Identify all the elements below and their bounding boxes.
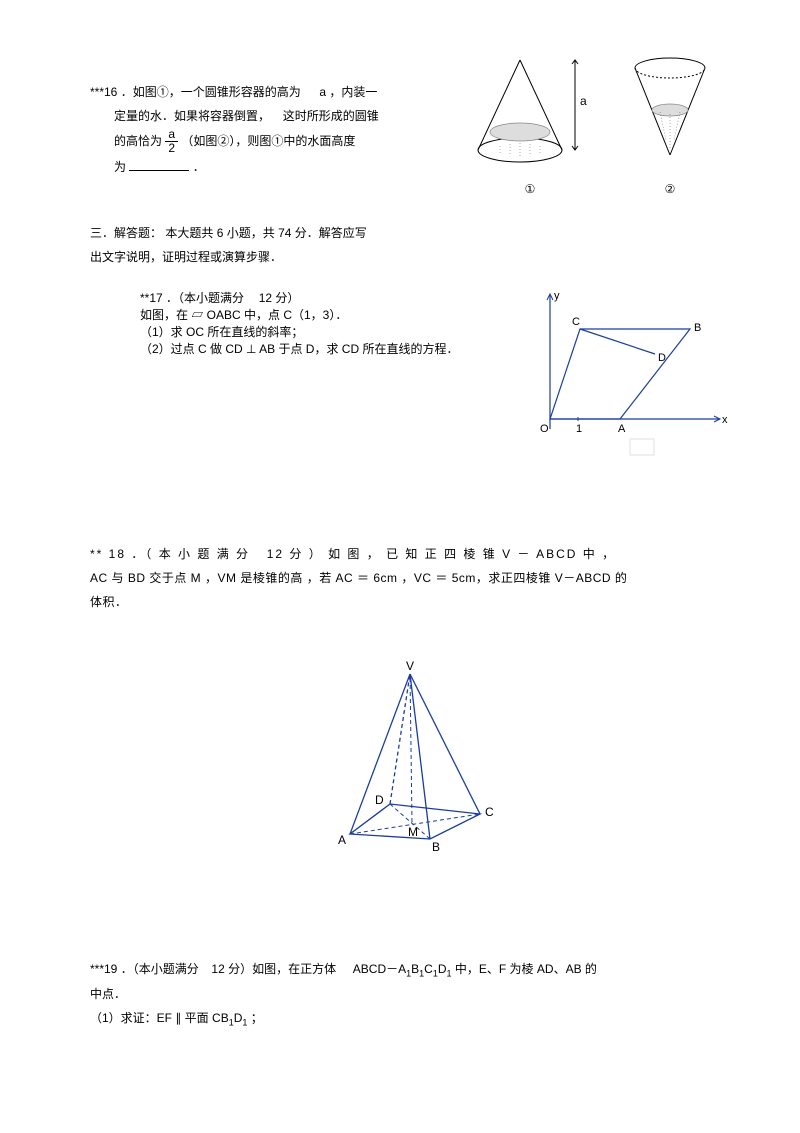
q16-t6: 为	[114, 160, 126, 174]
q16-var-a: a	[319, 85, 326, 99]
pt-D: D	[658, 352, 666, 364]
s3-t2: 本大题共	[165, 226, 213, 240]
q17-l4: （2）过点 C 做 CD ⊥ AB 于点 D，求 CD 所在直线的方程．	[140, 342, 458, 356]
q16-t5: （如图②），则图①中的水面高度	[181, 134, 355, 148]
q19-l1f: D	[438, 962, 447, 976]
q18-l3: 体积．	[90, 595, 128, 609]
q19-l3b: CB	[212, 1011, 229, 1025]
q19-l2: 中点．	[90, 987, 126, 1001]
q18-l1c: V － ABCD 中 ，	[502, 547, 616, 561]
s3-t4: 74 分．解答应写	[278, 226, 367, 240]
q18: ** 18 ．（ 本 小 题 满 分 12 分 ） 如 图 ， 已 知 正 四 …	[90, 542, 730, 614]
q19-l1g: 中，E、F 为棱 AD、AB 的	[455, 962, 597, 976]
fig-label-1: ①	[470, 177, 590, 201]
q19-l3a: （1）求证：EF ∥ 平面	[90, 1011, 209, 1025]
q16-prefix: ***16 ．如图①，一个圆锥形容器的高为	[90, 85, 301, 99]
q17-l2: 如图，在 ▱ OABC 中，点 C（1，3）．	[140, 308, 347, 322]
q16-t2: 定量的水．如果将容器倒置，	[114, 109, 270, 123]
q17-l1b: 12 分）	[259, 291, 300, 305]
q16: ***16 ．如图①，一个圆锥形容器的高为 a ，内装一 定量的水．如果将容器倒…	[90, 80, 730, 201]
q16-blank	[129, 160, 189, 171]
q19-l1d: B	[411, 962, 419, 976]
q19-sub4: 1	[447, 968, 452, 978]
q18-l2d: V－ABCD 的	[555, 571, 628, 585]
q16-text: ***16 ．如图①，一个圆锥形容器的高为 a ，内装一 定量的水．如果将容器倒…	[90, 80, 460, 179]
axis-x: x	[722, 414, 728, 426]
q19-l1: ***19 ．（本小题满分	[90, 962, 199, 976]
pt-1: 1	[576, 423, 582, 435]
pt-B: B	[694, 322, 701, 334]
q18-l2c: ，VC ＝ 5cm，求正四棱锥	[401, 571, 551, 585]
pt-B18: B	[432, 840, 440, 854]
q16-t1: ，内装一	[329, 85, 377, 99]
q18-figure: V A B C D M	[90, 654, 730, 867]
q18-l1a: ** 18 ．（ 本 小 题 满 分	[90, 547, 250, 561]
cone-down-icon	[630, 50, 710, 165]
q19-l1e: C	[424, 962, 433, 976]
fig-label-2: ②	[630, 177, 710, 201]
section3-header: 三．解答题： 本大题共 6 小题，共 74 分．解答应写 出文字说明，证明过程或…	[90, 221, 730, 269]
coord-figure: O 1 A C B D x y	[530, 289, 730, 459]
q16-t3: 这时所形成的圆锥	[283, 109, 379, 123]
q17: **17 ．（本小题满分 12 分） 如图，在 ▱ OABC 中，点 C（1，3…	[90, 289, 730, 462]
q19-sub6: 1	[242, 1018, 247, 1028]
q16-t7: ．	[193, 160, 205, 174]
s3-t3: 6 小题，共	[217, 226, 275, 240]
q17-l3: （1）求 OC 所在直线的斜率；	[140, 325, 303, 339]
pt-D18: D	[375, 793, 384, 807]
q16-frac-num: a	[165, 128, 178, 142]
q16-frac: a 2	[165, 128, 178, 155]
pt-M: M	[408, 825, 418, 839]
s3-t1: 三．解答题：	[90, 226, 162, 240]
q18-l1b: 12 分 ） 如 图 ， 已 知 正 四 棱 锥	[267, 547, 497, 561]
s3-t5: 出文字说明，证明过程或演算步骤．	[90, 250, 282, 264]
pt-V: V	[406, 659, 414, 673]
pt-C18: C	[485, 805, 494, 819]
q16-figures: a ① ②	[470, 50, 710, 201]
pt-C: C	[572, 316, 580, 328]
pt-A: A	[618, 423, 626, 435]
q18-l2b: ，若 AC ＝ 6cm	[307, 571, 398, 585]
pt-A18: A	[338, 833, 346, 847]
height-label-a: a	[580, 94, 587, 108]
q19-l3d: ；	[251, 1011, 263, 1025]
q19-l1b: 12 分）如图，在正方体	[211, 962, 336, 976]
axis-y: y	[554, 290, 560, 302]
q19: ***19 ．（本小题满分 12 分）如图，在正方体 ABCD－A1B1C1D1…	[90, 957, 730, 1032]
cone-up-icon: a	[470, 50, 590, 165]
q18-l2: AC 与 BD 交于点 M ，VM 是棱锥的高	[90, 571, 303, 585]
q16-frac-den: 2	[165, 142, 178, 155]
q16-t4: 的高恰为	[114, 134, 162, 148]
q17-l1: **17 ．（本小题满分	[140, 291, 244, 305]
pt-O: O	[540, 423, 549, 435]
q19-l1c: ABCD－A	[353, 962, 406, 976]
